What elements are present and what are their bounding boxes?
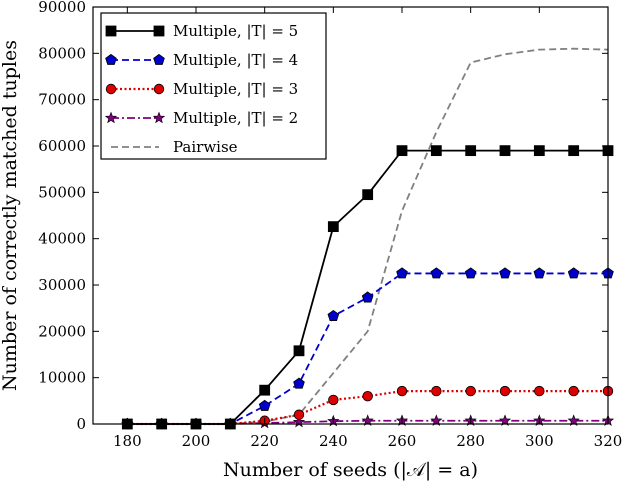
plot-frame bbox=[92, 6, 609, 425]
data-point bbox=[431, 385, 442, 397]
y-tick-label: 50000 bbox=[38, 183, 86, 201]
data-point bbox=[465, 385, 476, 397]
data-point bbox=[396, 385, 408, 397]
data-point bbox=[568, 385, 579, 397]
legend-marker bbox=[104, 111, 118, 124]
data-point bbox=[362, 391, 373, 402]
data-point bbox=[533, 267, 546, 279]
y-tick-label: 20000 bbox=[38, 322, 86, 340]
y-tick-label: 60000 bbox=[38, 137, 86, 155]
data-point bbox=[534, 385, 545, 397]
legend-marker bbox=[105, 83, 117, 95]
x-tick-label: 280 bbox=[456, 432, 485, 450]
data-point bbox=[259, 384, 271, 396]
legend-label: Multiple, |T| = 2 bbox=[173, 109, 298, 127]
y-axis-label: Number of correctly matched tuples bbox=[0, 40, 21, 391]
data-point bbox=[293, 377, 305, 389]
data-point bbox=[430, 267, 443, 279]
data-point bbox=[327, 309, 340, 321]
data-point bbox=[567, 414, 580, 426]
x-tick-label: 320 bbox=[594, 432, 623, 450]
x-axis-label: Number of seeds (|𝒜| = a) bbox=[223, 459, 478, 481]
x-tick-label: 180 bbox=[113, 432, 142, 450]
data-point bbox=[327, 221, 339, 233]
data-point bbox=[293, 345, 305, 357]
data-point bbox=[499, 145, 511, 157]
legend-marker bbox=[152, 111, 166, 124]
series-4 bbox=[127, 47, 609, 425]
axis-ticks: 180 200 220 240 260 280 300 320 0 10000 20000 30000… bbox=[38, 0, 622, 450]
data-point bbox=[328, 394, 339, 406]
series-line bbox=[127, 47, 609, 425]
legend-box bbox=[100, 12, 327, 160]
series-1 bbox=[121, 267, 614, 429]
data-point bbox=[533, 145, 545, 157]
legend-label: Multiple, |T| = 5 bbox=[173, 22, 298, 40]
data-point bbox=[361, 414, 374, 426]
data-point bbox=[430, 414, 443, 426]
y-tick-label: 80000 bbox=[38, 44, 86, 62]
y-tick-label: 30000 bbox=[38, 276, 86, 294]
data-point bbox=[430, 145, 442, 157]
data-point bbox=[499, 385, 511, 397]
y-tick-label: 0 bbox=[76, 415, 86, 433]
data-point bbox=[499, 267, 511, 279]
legend-marker bbox=[153, 25, 165, 37]
data-point bbox=[567, 267, 580, 279]
data-point bbox=[498, 414, 512, 426]
legend-label: Multiple, |T| = 4 bbox=[173, 51, 298, 69]
y-tick-label: 70000 bbox=[38, 91, 86, 109]
legend-marker bbox=[105, 53, 117, 65]
data-point bbox=[361, 291, 374, 303]
legend-label: Pairwise bbox=[173, 138, 238, 156]
legend-marker bbox=[105, 25, 117, 37]
x-tick-label: 240 bbox=[319, 432, 348, 450]
legend-marker bbox=[153, 83, 165, 95]
x-tick-label: 200 bbox=[182, 432, 211, 450]
y-tick-label: 10000 bbox=[38, 369, 86, 387]
data-point bbox=[396, 267, 408, 279]
legend: Multiple, |T| = 5 Multiple, |T| = 4 Multip… bbox=[100, 12, 327, 160]
x-tick-label: 220 bbox=[250, 432, 279, 450]
x-tick-label: 260 bbox=[388, 432, 417, 450]
legend-label: Multiple, |T| = 3 bbox=[173, 80, 298, 98]
data-point bbox=[362, 189, 374, 201]
y-tick-label: 40000 bbox=[38, 230, 86, 248]
data-point bbox=[293, 409, 305, 420]
data-point bbox=[396, 145, 408, 157]
y-tick-label: 90000 bbox=[38, 0, 86, 16]
legend-marker bbox=[153, 53, 165, 65]
data-point bbox=[258, 399, 271, 411]
data-point bbox=[568, 145, 580, 157]
data-point bbox=[465, 145, 477, 157]
x-tick-label: 300 bbox=[525, 432, 554, 450]
data-point bbox=[464, 267, 477, 279]
